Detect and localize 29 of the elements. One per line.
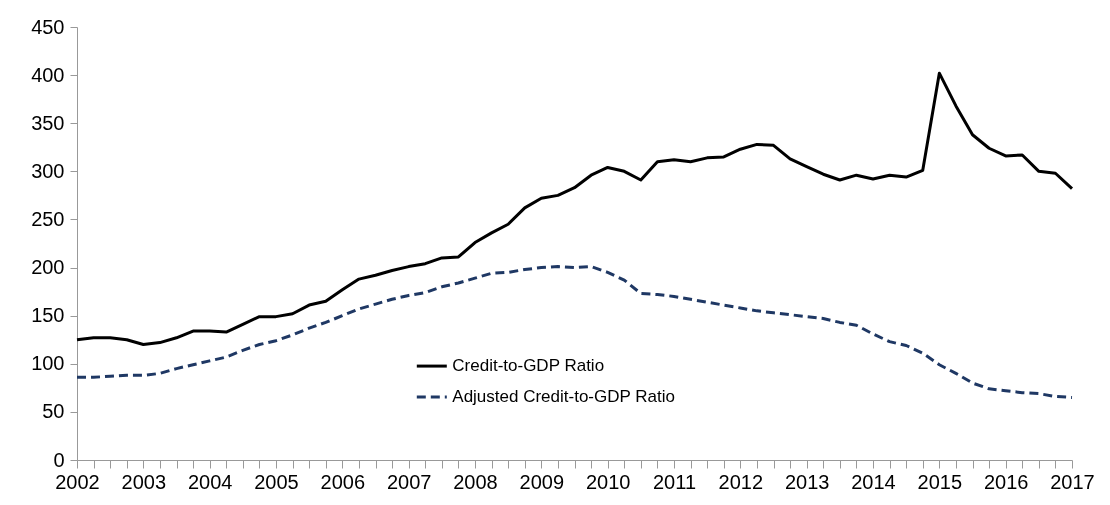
x-tick-label: 2012: [718, 470, 764, 493]
x-tick-label: 2003: [121, 470, 167, 493]
x-tick-label: 2002: [55, 470, 100, 493]
line-series: [75, 71, 1074, 347]
x-tick-label: 2010: [585, 470, 631, 493]
x-tick-label: 2015: [917, 470, 963, 493]
y-tick-label: 50: [42, 400, 65, 423]
x-tick-label: 2017: [1050, 470, 1095, 493]
y-tick-label: 0: [53, 448, 65, 471]
x-tick-label: 2008: [453, 470, 498, 493]
y-tick-label: 300: [31, 159, 65, 182]
y-tick-label: 250: [31, 207, 65, 230]
x-tick-label: 2005: [254, 470, 299, 493]
x-tick-label: 2014: [851, 470, 896, 493]
x-tick-label: 2016: [983, 470, 1029, 493]
x-tick-label: 2013: [784, 470, 830, 493]
x-tick-label: 2004: [187, 470, 233, 493]
x-tick-label: 2009: [519, 470, 565, 493]
legend-label: Adjusted Credit-to-GDP Ratio: [452, 387, 675, 407]
x-tick-label: 2006: [320, 470, 366, 493]
y-tick-label: 350: [31, 111, 65, 134]
y-tick-label: 450: [31, 15, 65, 38]
y-tick-label: 150: [31, 304, 65, 327]
y-tick-label: 200: [31, 256, 65, 279]
legend-label: Credit-to-GDP Ratio: [452, 356, 605, 376]
x-tick-label: 2007: [386, 470, 432, 493]
x-tick-label: 2011: [652, 470, 697, 493]
y-tick-label: 100: [31, 352, 65, 375]
y-tick-label: 400: [31, 63, 65, 86]
